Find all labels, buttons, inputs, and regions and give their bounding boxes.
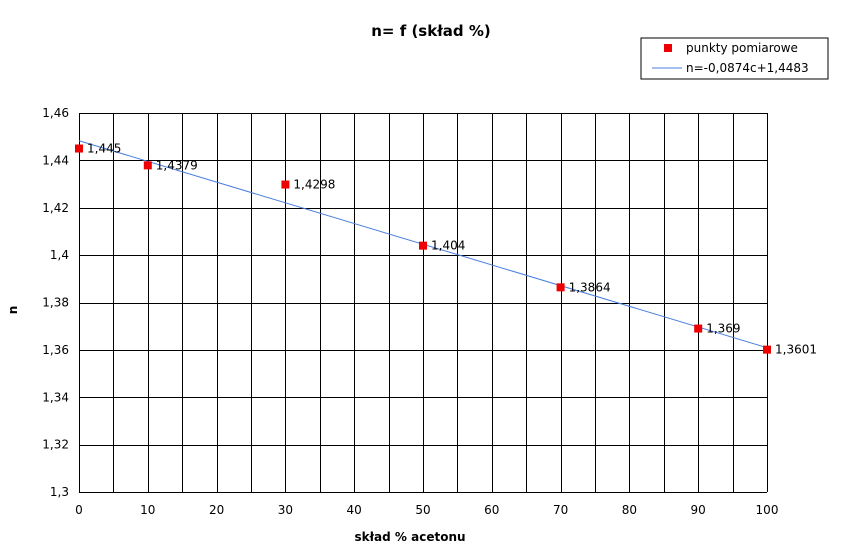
- x-tick-label: 100: [756, 503, 779, 517]
- data-point: [419, 241, 427, 250]
- data-label: 1,404: [431, 239, 465, 253]
- data-point: [143, 161, 152, 170]
- legend: punkty pomiarowe n=-0,0874c+1,4483: [640, 37, 829, 80]
- legend-label-points: punkty pomiarowe: [686, 41, 798, 55]
- y-tick-label: 1,36: [42, 343, 69, 357]
- data-point: [763, 345, 771, 354]
- y-tick-label: 1,44: [42, 153, 69, 167]
- data-label: 1,369: [706, 322, 740, 336]
- x-tick-label: 40: [347, 503, 362, 517]
- y-axis-title: n: [6, 306, 20, 315]
- x-tick-label: 30: [278, 503, 293, 517]
- data-point: [556, 283, 565, 292]
- plot-area: 1,445 1,4379 1,4298 1,404 1,3864 1,369 1,3601: [75, 140, 817, 357]
- y-tick-label: 1,46: [42, 106, 69, 120]
- x-axis-title: skład % acetonu: [354, 530, 465, 544]
- y-tick-label: 1,4: [50, 248, 69, 262]
- y-tick-label: 1,32: [42, 438, 69, 452]
- y-tick-label: 1,3: [50, 485, 69, 499]
- data-label: 1,4298: [293, 178, 335, 192]
- legend-marker-points: [664, 44, 672, 52]
- data-label: 1,3601: [775, 343, 817, 357]
- chart-title: n= f (skład %): [371, 22, 491, 40]
- x-axis-ticks: 0 10 20 30 40 50 60 70 80 90 100: [75, 503, 778, 517]
- grid: [79, 113, 768, 493]
- x-tick-label: 10: [140, 503, 155, 517]
- data-point: [281, 180, 290, 189]
- legend-label-line: n=-0,0874c+1,4483: [686, 61, 809, 75]
- data-label: 1,445: [87, 142, 121, 156]
- x-tick-label: 50: [415, 503, 430, 517]
- x-tick-label: 20: [209, 503, 224, 517]
- data-label: 1,4379: [156, 158, 198, 172]
- y-tick-label: 1,38: [42, 296, 69, 310]
- y-tick-label: 1,34: [42, 390, 69, 404]
- data-point: [75, 144, 83, 153]
- y-tick-label: 1,42: [42, 201, 69, 215]
- x-tick-label: 0: [75, 503, 83, 517]
- data-point: [694, 324, 703, 333]
- x-tick-label: 70: [553, 503, 568, 517]
- x-tick-label: 90: [691, 503, 706, 517]
- y-axis-ticks: 1,3 1,32 1,34 1,36 1,38 1,4 1,42 1,44 1,46: [42, 106, 69, 499]
- legend-box: [640, 37, 829, 80]
- x-tick-label: 80: [622, 503, 637, 517]
- x-tick-label: 60: [484, 503, 499, 517]
- data-label: 1,3864: [569, 280, 611, 294]
